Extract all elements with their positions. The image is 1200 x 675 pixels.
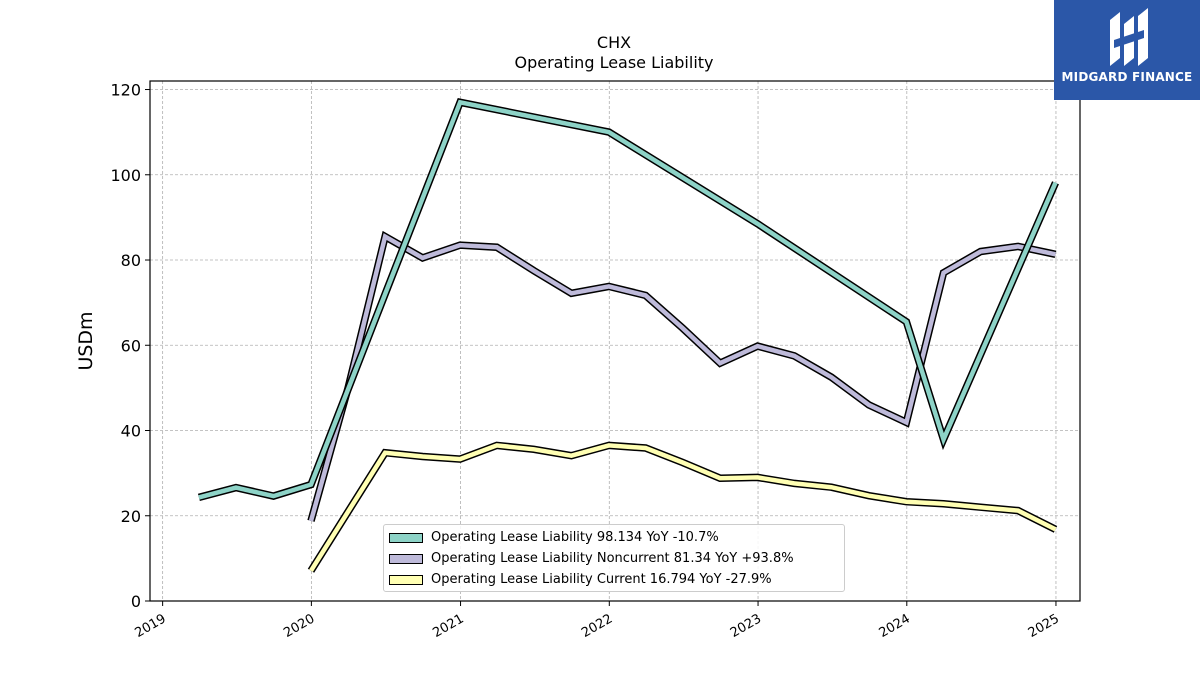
chart-title: CHX — [597, 33, 631, 52]
series-line — [198, 99, 1058, 500]
y-tick-label: 0 — [131, 592, 141, 611]
series-line — [308, 233, 1056, 522]
legend-swatch-noncurrent — [389, 554, 423, 564]
brand-logo: MIDGARD FINANCE — [1054, 0, 1200, 100]
y-tick-label: 80 — [121, 251, 141, 270]
x-tick-label: 2019 — [132, 611, 168, 641]
x-tick-label: 2022 — [579, 611, 615, 641]
plot-frame — [149, 80, 1081, 602]
chart-subtitle: Operating Lease Liability — [514, 53, 713, 72]
legend-swatch-total — [389, 533, 423, 543]
y-axis-label: USDm — [75, 311, 97, 370]
legend-label-current: Operating Lease Liability Current 16.794… — [431, 572, 772, 587]
y-tick-label: 120 — [110, 81, 141, 100]
x-tick-label: 2024 — [877, 611, 913, 641]
legend-label-total: Operating Lease Liability 98.134 YoY -10… — [431, 530, 719, 545]
x-tick-label: 2020 — [281, 611, 317, 641]
y-tick-label: 60 — [121, 336, 141, 355]
y-tick-label: 40 — [121, 422, 141, 441]
logo-text: MIDGARD FINANCE — [1061, 70, 1193, 84]
chart-legend: Operating Lease Liability 98.134 YoY -10… — [383, 524, 845, 592]
grid — [150, 81, 1080, 602]
logo-mark-icon — [1110, 8, 1148, 66]
series-line — [309, 443, 1057, 572]
legend-label-noncurrent: Operating Lease Liability Noncurrent 81.… — [431, 551, 794, 566]
y-tick-label: 20 — [121, 507, 141, 526]
legend-swatch-current — [389, 575, 423, 585]
series-lines — [197, 98, 1059, 573]
x-tick-label: 2023 — [728, 611, 764, 641]
x-tick-label: 2021 — [430, 611, 466, 641]
x-tick-label: 2025 — [1026, 611, 1062, 641]
y-tick-label: 100 — [110, 166, 141, 185]
